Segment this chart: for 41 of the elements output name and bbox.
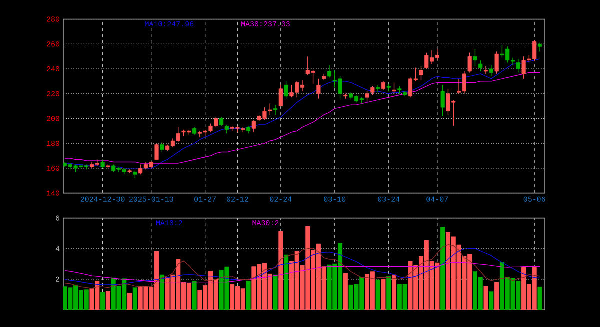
candlestick: [392, 82, 396, 94]
candlestick: [327, 64, 332, 78]
candlestick: [478, 60, 483, 72]
bar: [381, 278, 386, 310]
candlestick: [538, 42, 542, 52]
bar: [494, 282, 500, 310]
candlestick: [473, 48, 478, 67]
bar: [278, 231, 284, 310]
candlestick: [484, 66, 488, 74]
candlestick: [468, 52, 472, 74]
bar: [192, 280, 197, 310]
candlestick: [316, 78, 321, 100]
candlestick: [273, 104, 278, 116]
candlestick: [489, 64, 494, 77]
bar: [489, 292, 494, 310]
bar: [128, 293, 132, 310]
bar: [343, 273, 348, 310]
bar: [273, 274, 278, 310]
bar: [284, 254, 289, 310]
candlestick: [494, 51, 499, 74]
bar: [160, 274, 164, 310]
bar: [376, 280, 380, 310]
bar: [538, 286, 542, 310]
bar: [246, 280, 251, 310]
candlestick: [516, 58, 520, 74]
candlestick: [284, 81, 288, 100]
candlestick: [419, 66, 424, 81]
candlestick: [440, 84, 445, 117]
bar: [392, 274, 397, 310]
bar: [386, 276, 392, 310]
bar: [440, 227, 446, 310]
candlestick: [160, 142, 164, 153]
candlestick: [154, 143, 159, 160]
candlestick: [365, 91, 370, 103]
candlestick: [278, 84, 283, 107]
bar: [484, 286, 488, 310]
bar: [106, 291, 110, 310]
candlestick: [252, 120, 256, 133]
candlestick: [376, 84, 380, 93]
bar: [100, 292, 106, 310]
bar: [132, 288, 138, 310]
